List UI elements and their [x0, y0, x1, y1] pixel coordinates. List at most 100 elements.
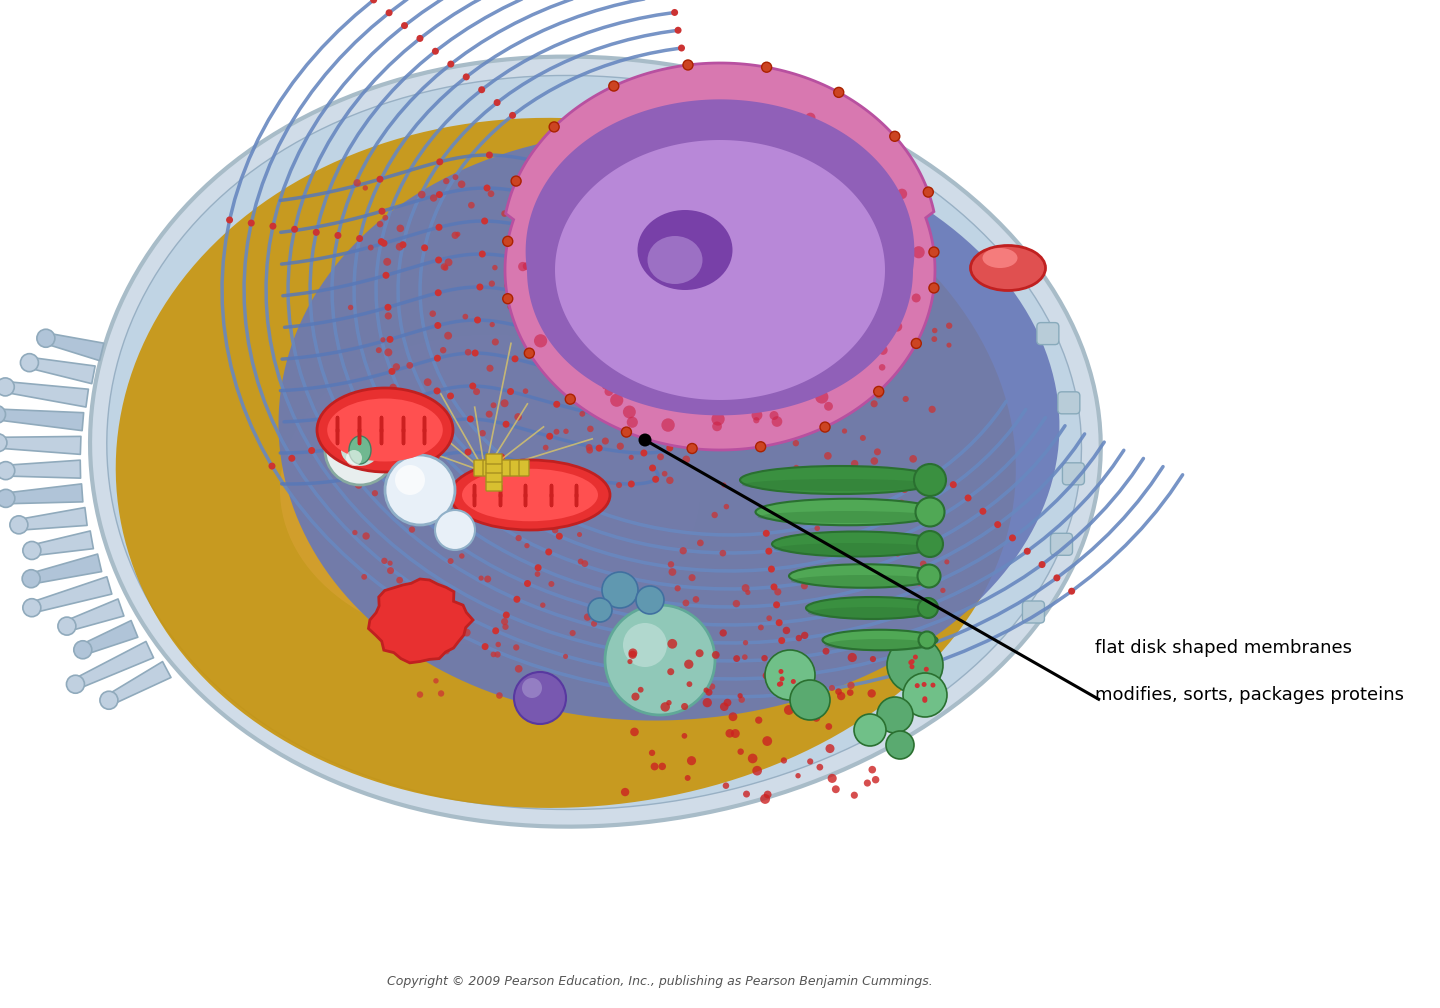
Circle shape — [433, 404, 439, 409]
Circle shape — [625, 373, 631, 380]
Circle shape — [590, 277, 599, 286]
Circle shape — [444, 647, 449, 654]
Circle shape — [386, 336, 393, 343]
FancyBboxPatch shape — [1051, 533, 1073, 555]
Circle shape — [793, 477, 801, 484]
Circle shape — [927, 264, 935, 271]
Circle shape — [804, 671, 812, 680]
Circle shape — [726, 729, 734, 738]
Circle shape — [780, 375, 786, 381]
Circle shape — [711, 395, 717, 400]
Circle shape — [503, 420, 510, 427]
Circle shape — [396, 225, 405, 232]
Circle shape — [775, 677, 782, 685]
Circle shape — [802, 215, 809, 223]
Circle shape — [694, 160, 701, 167]
Polygon shape — [19, 508, 86, 530]
Circle shape — [645, 288, 652, 295]
Circle shape — [596, 225, 603, 233]
Circle shape — [396, 577, 403, 584]
Circle shape — [791, 679, 796, 684]
Circle shape — [446, 392, 454, 399]
Circle shape — [428, 400, 435, 407]
Circle shape — [729, 165, 743, 178]
Polygon shape — [4, 382, 88, 407]
Circle shape — [660, 220, 665, 226]
Circle shape — [596, 259, 603, 266]
Circle shape — [910, 664, 914, 669]
Circle shape — [402, 502, 406, 508]
Circle shape — [824, 486, 832, 494]
Circle shape — [465, 349, 471, 356]
Circle shape — [556, 173, 562, 180]
Circle shape — [711, 412, 724, 425]
Circle shape — [615, 404, 621, 410]
Circle shape — [711, 362, 723, 373]
Circle shape — [583, 206, 589, 212]
Circle shape — [793, 681, 804, 689]
Circle shape — [703, 698, 711, 708]
Circle shape — [769, 411, 779, 420]
Circle shape — [498, 513, 504, 518]
Circle shape — [602, 437, 609, 445]
Circle shape — [755, 717, 762, 724]
Circle shape — [762, 736, 772, 746]
Circle shape — [855, 310, 863, 318]
Circle shape — [641, 119, 655, 133]
Circle shape — [743, 640, 749, 645]
Circle shape — [377, 221, 383, 228]
Circle shape — [844, 549, 850, 555]
Circle shape — [841, 297, 847, 303]
Circle shape — [433, 678, 439, 683]
Circle shape — [291, 226, 298, 233]
Circle shape — [704, 687, 708, 692]
Circle shape — [441, 263, 448, 270]
Circle shape — [405, 480, 413, 487]
Circle shape — [720, 549, 726, 556]
Circle shape — [10, 516, 27, 534]
Circle shape — [363, 532, 370, 539]
Circle shape — [786, 690, 793, 698]
Circle shape — [732, 379, 743, 391]
Circle shape — [436, 192, 444, 198]
Circle shape — [426, 586, 433, 592]
Circle shape — [494, 99, 501, 106]
Circle shape — [742, 654, 747, 660]
Circle shape — [652, 476, 660, 483]
Circle shape — [367, 245, 373, 251]
Circle shape — [389, 384, 397, 391]
Circle shape — [762, 655, 768, 661]
Circle shape — [680, 673, 687, 679]
Circle shape — [924, 666, 929, 671]
Circle shape — [701, 290, 708, 298]
Circle shape — [367, 423, 374, 430]
Circle shape — [923, 187, 933, 198]
Circle shape — [778, 202, 783, 207]
Circle shape — [870, 484, 878, 492]
Circle shape — [932, 328, 937, 334]
Circle shape — [370, 0, 377, 3]
Circle shape — [585, 183, 598, 196]
Circle shape — [384, 303, 392, 310]
Circle shape — [841, 198, 852, 210]
Circle shape — [58, 617, 76, 635]
Circle shape — [783, 705, 793, 715]
Circle shape — [1009, 534, 1017, 541]
Circle shape — [693, 402, 698, 408]
Circle shape — [520, 297, 526, 303]
Circle shape — [920, 560, 926, 568]
Circle shape — [638, 433, 651, 447]
Circle shape — [513, 309, 520, 317]
Circle shape — [269, 223, 276, 230]
Circle shape — [671, 139, 683, 150]
Circle shape — [636, 310, 644, 319]
Circle shape — [445, 258, 452, 266]
Circle shape — [444, 332, 452, 340]
Circle shape — [575, 304, 582, 311]
Circle shape — [835, 230, 841, 235]
Circle shape — [917, 564, 940, 588]
Circle shape — [729, 325, 740, 338]
Circle shape — [756, 132, 763, 138]
Circle shape — [683, 59, 693, 70]
Circle shape — [501, 211, 508, 217]
